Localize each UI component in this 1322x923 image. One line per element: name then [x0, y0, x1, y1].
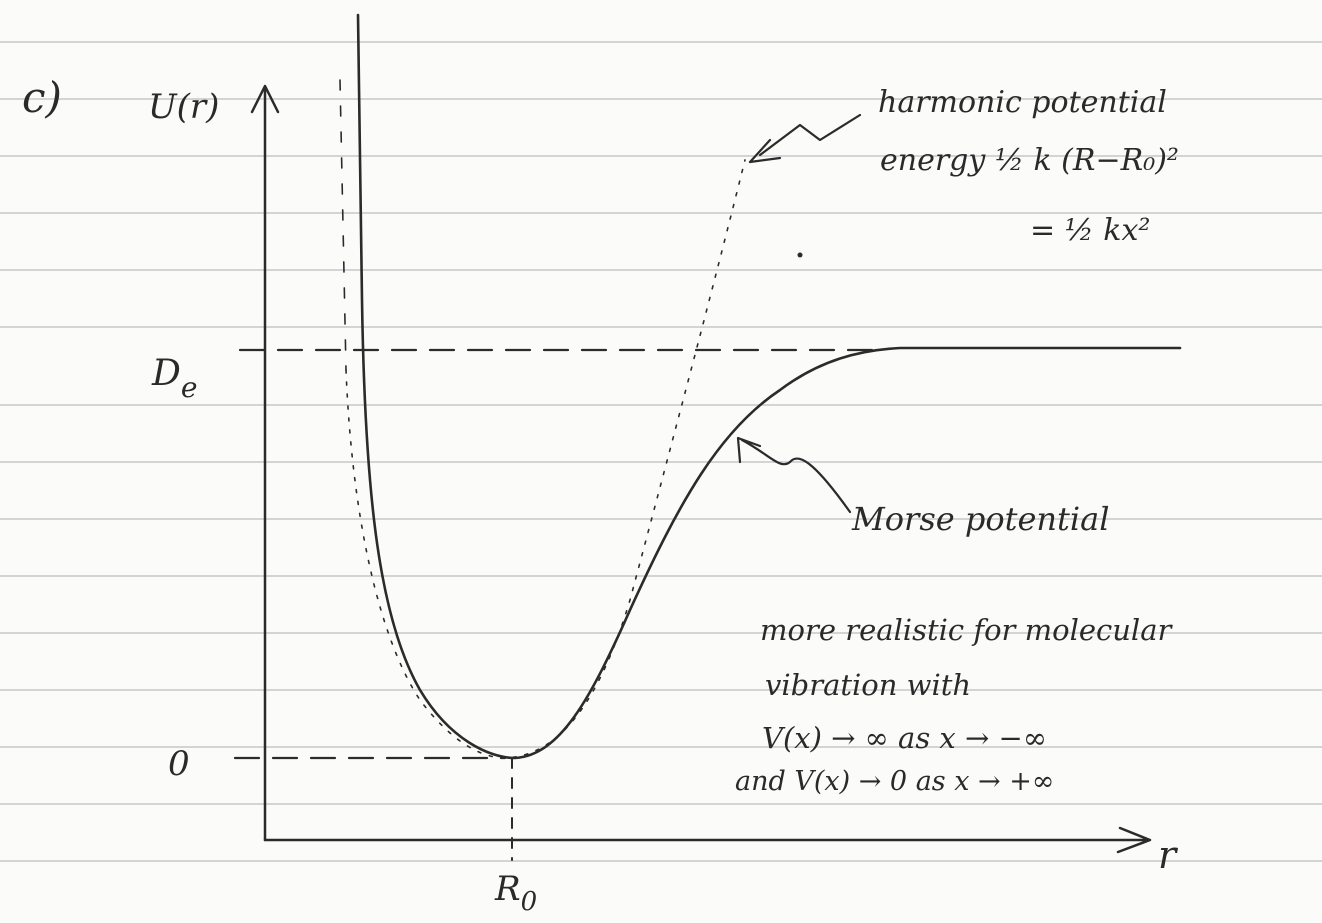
- harmonic-label: = ½ kx²: [1030, 213, 1150, 248]
- harmonic-curve: [346, 160, 745, 758]
- morse-pointer: [738, 438, 850, 512]
- morse-note: and V(x) → 0 as x → +∞: [735, 766, 1054, 797]
- morse-note: V(x) → ∞ as x → −∞: [762, 721, 1047, 755]
- r0-label: R0: [494, 869, 537, 917]
- de-label: De: [151, 353, 197, 404]
- morse-note: more realistic for molecular: [760, 613, 1173, 647]
- morse-note: vibration with: [765, 668, 971, 702]
- harmonic-pointer: [750, 115, 860, 162]
- zero-label: 0: [168, 744, 190, 784]
- y-axis-label: U(r): [148, 87, 219, 127]
- x-axis: [265, 828, 1150, 852]
- de-main: D: [151, 353, 181, 394]
- x-axis-label: r: [1158, 833, 1179, 877]
- de-sub: e: [181, 371, 198, 404]
- part-label: c): [22, 73, 62, 122]
- r0-main: R: [494, 869, 521, 909]
- y-axis: [252, 86, 278, 840]
- r0-sub: 0: [521, 887, 538, 917]
- diagram: c) U(r) r De 0 R0 harmonic potential ene…: [0, 0, 1322, 919]
- morse-label: Morse potential: [851, 500, 1109, 538]
- harmonic-label: energy ½ k (R−R₀)²: [880, 143, 1179, 178]
- harmonic-label: harmonic potential: [878, 85, 1167, 120]
- dot: [798, 253, 803, 258]
